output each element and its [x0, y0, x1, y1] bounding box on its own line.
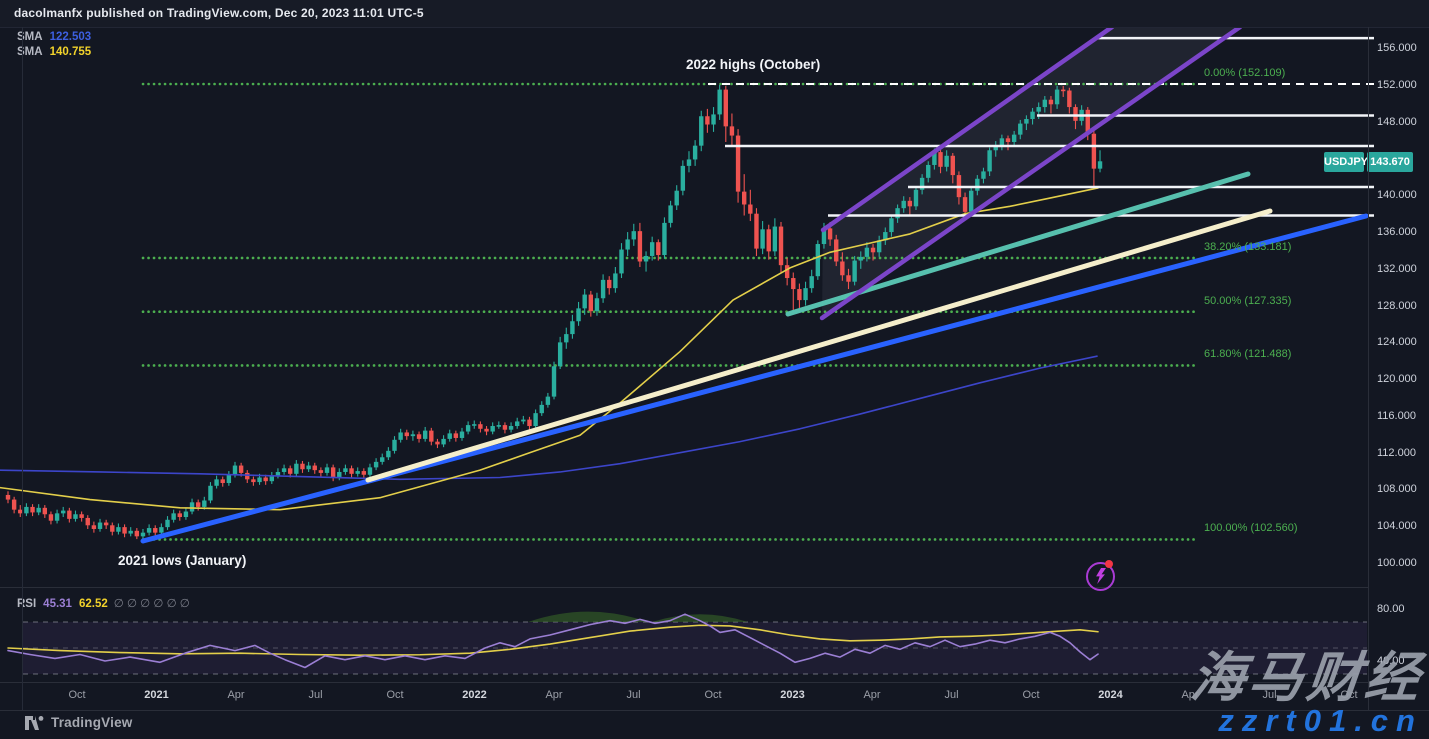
rsi-ma-value: 62.52 [78, 598, 108, 610]
price-axis-label: 156.000 [1377, 42, 1417, 55]
legend-sma-200[interactable]: SMA 122.503 [17, 31, 91, 43]
time-axis-label: Apr [545, 689, 563, 701]
rsi-label: RSI [17, 598, 37, 610]
time-axis-label: 2022 [462, 689, 487, 701]
price-axis-label: 108.000 [1377, 483, 1417, 496]
last-price-badge: USDJPY 143.670 [1324, 152, 1413, 172]
annotation-2022-highs: 2022 highs (October) [686, 57, 821, 72]
time-axis-label: Oct [1340, 689, 1358, 701]
rsi-value: 45.31 [43, 598, 72, 610]
bottom-divider [0, 710, 1429, 711]
time-axis-label: 2021 [144, 689, 169, 701]
publish-byline: dacolmanfx published on TradingView.com,… [14, 6, 424, 20]
price-axis-label: 132.000 [1377, 262, 1417, 275]
fib-level-label: 61.80% (121.488) [1204, 348, 1292, 361]
flash-badge-icon [1086, 560, 1115, 591]
sma-label: SMA [17, 46, 43, 58]
watermark-site-name: 海马财经 [1187, 648, 1427, 708]
legend-rsi[interactable]: RSI 45.31 62.52 ∅ ∅ ∅ ∅ ∅ ∅ [17, 596, 190, 610]
price-axis-label: 152.000 [1377, 79, 1417, 91]
time-axis-label: Oct [704, 689, 722, 701]
time-axis-label: Jul [626, 689, 641, 701]
time-axis-label: Oct [386, 689, 404, 701]
notification-dot [1105, 560, 1113, 568]
tradingview-logo[interactable]: TradingView [25, 715, 132, 730]
time-axis-label: 2023 [780, 689, 805, 701]
fib-level-label: 0.00% (152.109) [1204, 66, 1286, 79]
time-axis-label: Apr [227, 689, 245, 701]
price-axis-label: 104.000 [1377, 520, 1417, 533]
price-axis-label: 116.000 [1377, 409, 1416, 422]
price-axis-label: 124.000 [1377, 336, 1417, 349]
sma-200-value: 122.503 [49, 31, 92, 43]
sma-50-value: 140.755 [49, 46, 92, 58]
annotation-2021-lows: 2021 lows (January) [118, 553, 247, 568]
rsi-axis-label: 40.00 [1377, 655, 1405, 667]
left-gridline [22, 27, 23, 710]
rsi-null-values: ∅ ∅ ∅ ∅ ∅ ∅ [113, 598, 190, 610]
price-axis-label: 120.000 [1377, 373, 1417, 386]
watermark-site-url: zzrt01.cn [1218, 703, 1423, 739]
price-axis-label: 140.000 [1377, 189, 1417, 202]
tradingview-logo-text: TradingView [51, 715, 133, 730]
time-axis-label: Jul [308, 689, 323, 701]
time-axis-label: Oct [68, 689, 86, 701]
time-scale[interactable]: Oct 2021 Apr Jul Oct 2022 Apr Jul Oct 2023 Apr Jul O… [0, 682, 1368, 710]
time-axis-label: Apr [1181, 689, 1199, 701]
tradingview-mark-icon [25, 715, 44, 730]
header-bar: dacolmanfx published on TradingView.com,… [0, 0, 1429, 28]
sma-label: SMA [17, 31, 43, 43]
price-axis-label: 136.000 [1377, 226, 1417, 239]
rsi-axis-label: 80.00 [1377, 603, 1405, 615]
fib-level-label: 100.00% (102.560) [1204, 522, 1298, 535]
time-axis-divider [0, 682, 1368, 683]
price-axis-label: 112.000 [1377, 446, 1416, 459]
legend-sma-50[interactable]: SMA 140.755 [17, 46, 91, 58]
price-scale[interactable]: 156.000 152.000 148.000 140.000 136.000 132.0… [1368, 27, 1429, 682]
time-axis-label: Jul [944, 689, 959, 701]
time-axis-label: Oct [1022, 689, 1040, 701]
fib-level-label: 38.20% (133.181) [1204, 240, 1292, 253]
price-axis-label: 100.000 [1377, 556, 1417, 569]
price-axis-label: 128.000 [1377, 299, 1417, 312]
lightning-icon [1096, 568, 1106, 584]
pane-divider[interactable] [0, 587, 1368, 588]
symbol-label: USDJPY [1324, 152, 1368, 172]
time-axis-label: Apr [863, 689, 881, 701]
price-axis-label: 148.000 [1377, 115, 1417, 128]
axis-divider [1368, 27, 1369, 710]
time-axis-label: 2024 [1098, 689, 1123, 701]
last-price-value: 143.670 [1367, 152, 1413, 172]
time-axis-label: Jul [1262, 689, 1277, 701]
fib-level-label: 50.00% (127.335) [1204, 294, 1292, 307]
